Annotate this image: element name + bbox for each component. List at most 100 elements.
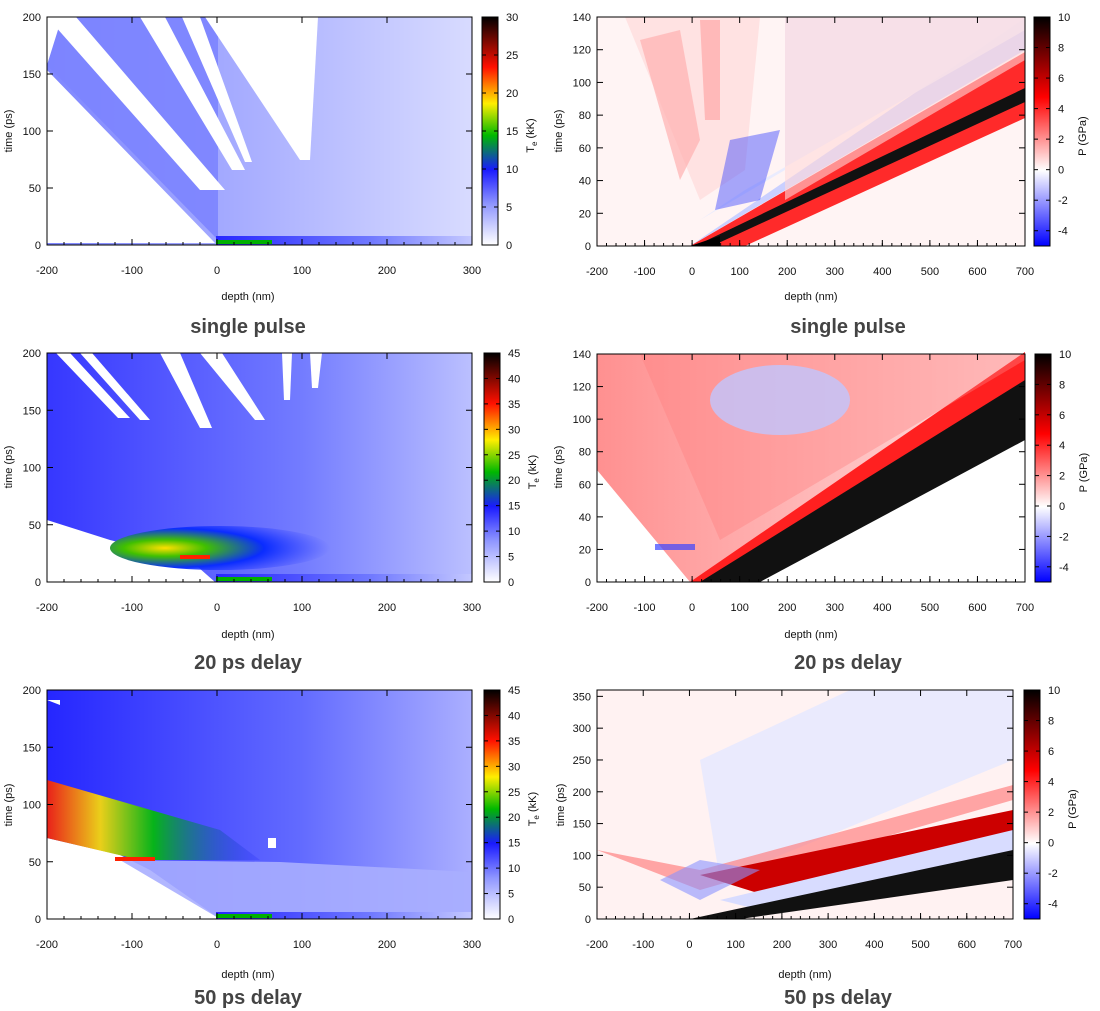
x-tick-label: 600 bbox=[958, 939, 976, 951]
colorbar: -4 -2 0 2 4 6 8 10 P (GPa) bbox=[1033, 12, 1089, 247]
x-tick-label: 200 bbox=[378, 265, 396, 277]
colorbar-label-unit: (kK) bbox=[525, 118, 537, 141]
colorbar-tick-label: -4 bbox=[1058, 226, 1068, 238]
y-tick-label: 60 bbox=[579, 143, 591, 155]
colorbar-scale bbox=[483, 352, 501, 583]
x-tick-label: -200 bbox=[36, 265, 58, 277]
colorbar-tick-label: 15 bbox=[506, 126, 518, 138]
x-tick-label: 0 bbox=[689, 602, 695, 614]
x-axis-label: depth (nm) bbox=[784, 291, 837, 303]
colorbar-tick-label: -2 bbox=[1048, 868, 1058, 880]
y-axis-label: time (ps) bbox=[3, 784, 15, 827]
y-tick-label: 300 bbox=[573, 723, 591, 735]
y-tick-label: 0 bbox=[35, 914, 41, 926]
x-tick-label: 100 bbox=[730, 266, 748, 278]
y-tick-label: 150 bbox=[23, 69, 41, 81]
panel-caption: 50 ps delay bbox=[194, 987, 303, 1009]
y-tick-label: 150 bbox=[23, 742, 41, 754]
colorbar-tick-label: 15 bbox=[508, 838, 520, 850]
x-tick-label: 200 bbox=[378, 602, 396, 614]
x-tick-label: 0 bbox=[214, 602, 220, 614]
y-tick-label: 100 bbox=[573, 850, 591, 862]
x-tick-label: 500 bbox=[921, 602, 939, 614]
heatmap-field bbox=[597, 352, 1025, 582]
y-tick-label: 200 bbox=[573, 787, 591, 799]
x-tick-label: 300 bbox=[463, 939, 481, 951]
panel-axes-6: -200 -100 0 100 200 300 400 500 600 7000501001502… bbox=[555, 685, 1079, 1009]
colorbar-label: P (GPa) bbox=[1077, 116, 1089, 156]
colorbar-tick-label: 45 bbox=[508, 685, 520, 697]
colorbar-label-sub: e bbox=[530, 141, 539, 146]
panel-caption: 50 ps delay bbox=[784, 987, 893, 1009]
x-tick-label: 0 bbox=[214, 939, 220, 951]
colorbar-tick-label: 20 bbox=[508, 812, 520, 824]
panel-te-single-pulse bbox=[47, 17, 472, 245]
y-tick-label: 120 bbox=[573, 45, 591, 57]
colorbar-label-main: P (GPa) bbox=[1077, 116, 1089, 156]
y-tick-label: 350 bbox=[573, 691, 591, 703]
colorbar-tick-label: 4 bbox=[1048, 777, 1054, 789]
colorbar-tick-label: 35 bbox=[508, 736, 520, 748]
y-tick-label: 50 bbox=[29, 857, 41, 869]
colorbar-tick-label: 8 bbox=[1048, 716, 1054, 728]
colorbar-tick-label: 10 bbox=[506, 164, 518, 176]
panel-te-20ps bbox=[47, 353, 472, 582]
colorbar-label-main: T bbox=[527, 819, 539, 826]
colorbar-label: Te (kK) bbox=[527, 455, 541, 489]
colorbar-label: Te (kK) bbox=[527, 792, 541, 826]
panel-p-50ps bbox=[597, 690, 1013, 919]
colorbar-tick-label: 8 bbox=[1058, 43, 1064, 55]
colorbar-tick-label: 2 bbox=[1059, 471, 1065, 483]
panel-caption: single pulse bbox=[790, 316, 906, 338]
x-tick-label: 200 bbox=[778, 602, 796, 614]
heatmap-field bbox=[47, 690, 472, 919]
colorbar-tick-label: 0 bbox=[508, 914, 514, 926]
x-tick-label: 700 bbox=[1016, 602, 1034, 614]
plot-frame bbox=[596, 16, 1026, 247]
y-tick-label: 40 bbox=[579, 176, 591, 188]
colorbar-label-unit: (kK) bbox=[527, 455, 539, 478]
x-tick-label: 300 bbox=[463, 265, 481, 277]
x-tick-label: 100 bbox=[293, 939, 311, 951]
y-tick-label: 0 bbox=[35, 577, 41, 589]
y-tick-label: 150 bbox=[573, 819, 591, 831]
y-tick-label: 100 bbox=[23, 463, 41, 475]
x-tick-label: 100 bbox=[293, 265, 311, 277]
colorbar-tick-label: 30 bbox=[506, 12, 518, 24]
x-tick-label: 600 bbox=[968, 602, 986, 614]
x-tick-label: -200 bbox=[586, 602, 608, 614]
x-tick-label: 100 bbox=[726, 939, 744, 951]
y-tick-label: 0 bbox=[35, 240, 41, 252]
colorbar-tick-label: 25 bbox=[508, 787, 520, 799]
colorbar-label-main: T bbox=[527, 482, 539, 489]
colorbar-tick-label: 20 bbox=[506, 88, 518, 100]
colorbar-label: P (GPa) bbox=[1078, 453, 1090, 493]
y-tick-label: 200 bbox=[23, 12, 41, 24]
y-tick-label: 100 bbox=[573, 77, 591, 89]
x-tick-label: 300 bbox=[826, 602, 844, 614]
colorbar-tick-label: -4 bbox=[1059, 562, 1069, 574]
x-tick-label: 300 bbox=[463, 602, 481, 614]
x-tick-label: 200 bbox=[778, 266, 796, 278]
colorbar-scale bbox=[1023, 689, 1041, 920]
y-tick-label: 80 bbox=[579, 110, 591, 122]
x-tick-label: 500 bbox=[911, 939, 929, 951]
colorbar-tick-label: 5 bbox=[508, 889, 514, 901]
colorbar-tick-label: 5 bbox=[508, 552, 514, 564]
x-tick-label: 100 bbox=[293, 602, 311, 614]
colorbar-tick-label: 25 bbox=[508, 450, 520, 462]
colorbar-tick-label: 2 bbox=[1058, 134, 1064, 146]
y-tick-label: 20 bbox=[579, 208, 591, 220]
colorbar-tick-label: 10 bbox=[1048, 685, 1060, 697]
heatmap-field bbox=[597, 690, 1013, 919]
y-tick-label: 100 bbox=[23, 126, 41, 138]
x-tick-label: 300 bbox=[819, 939, 837, 951]
colorbar: 0 5 10 15 20 25 30 35 40 45 Te (kK) bbox=[483, 685, 541, 926]
colorbar-tick-label: 25 bbox=[506, 50, 518, 62]
x-tick-label: 500 bbox=[921, 266, 939, 278]
x-tick-label: 600 bbox=[968, 266, 986, 278]
y-tick-label: 140 bbox=[573, 349, 591, 361]
x-tick-label: 200 bbox=[378, 939, 396, 951]
y-axis-label: time (ps) bbox=[3, 110, 15, 153]
